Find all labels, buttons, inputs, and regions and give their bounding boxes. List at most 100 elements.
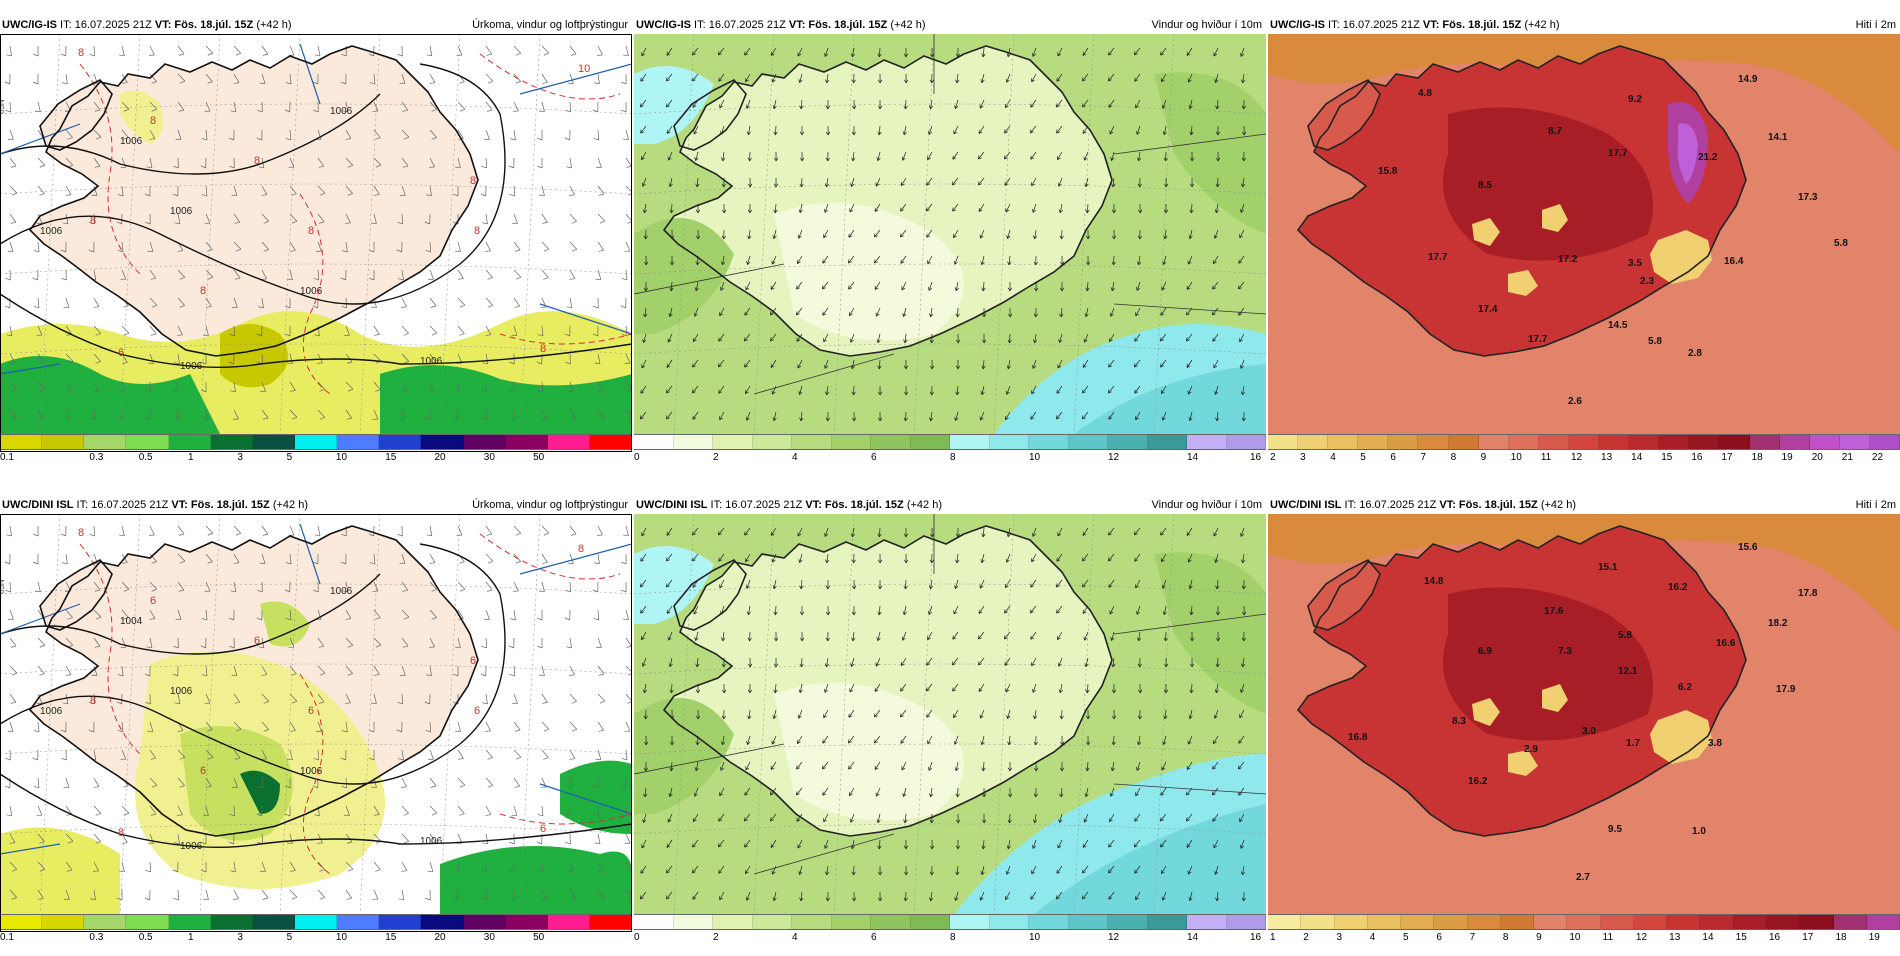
temp-label: 5.8 — [1648, 336, 1662, 347]
colorbar-tick: 10 — [1569, 932, 1580, 943]
colorbar-tick: 12 — [1571, 452, 1582, 463]
temp-label: 17.8 — [1798, 588, 1818, 599]
colorbar-swatch — [1700, 915, 1733, 929]
colorbar-tick: 2 — [1270, 452, 1276, 463]
colorbar-tick: 20 — [435, 452, 446, 463]
colorbar-swatch — [1148, 915, 1188, 929]
colorbar-swatch — [1328, 435, 1358, 449]
colorbar-swatch — [590, 915, 632, 929]
temp-label: 15.1 — [1598, 562, 1618, 573]
valid-time: VT: Fös. 18.júl. 15Z — [789, 19, 887, 31]
colorbar-tick: 10 — [1511, 452, 1522, 463]
temp-label: 14.5 — [1608, 320, 1628, 331]
panel-title: UWC/IG-IS IT: 16.07.2025 21Z VT: Fös. 18… — [1268, 16, 1900, 34]
colorbar-swatch — [911, 915, 951, 929]
temp-label: 8.5 — [1478, 180, 1492, 191]
colorbar-tick: 14 — [1631, 452, 1642, 463]
temp-label: 2.8 — [1688, 348, 1702, 359]
isotherm-label: 8 — [118, 827, 124, 839]
colorbar-swatch — [1719, 435, 1749, 449]
map-view[interactable] — [634, 514, 1266, 914]
map-view[interactable] — [634, 34, 1266, 434]
init-time: IT: 16.07.2025 21Z — [57, 19, 155, 31]
colorbar-tick: 0.3 — [89, 932, 103, 943]
colorbar-tick: 19 — [1782, 452, 1793, 463]
colorbar-tick: 0.5 — [139, 932, 153, 943]
isotherm-label: 8 — [308, 225, 314, 237]
temp-label: 14.8 — [1424, 576, 1444, 587]
colorbar-tick: 20 — [1812, 452, 1823, 463]
isobar-label: 1006 — [180, 361, 203, 372]
colorbar-swatch — [1108, 435, 1148, 449]
colorbar-tick: 0.1 — [0, 452, 14, 463]
colorbar-tick: 18 — [1835, 932, 1846, 943]
map-canvas — [634, 514, 1266, 914]
colorbar-swatch — [1767, 915, 1800, 929]
colorbar-tick: 22 — [1872, 452, 1883, 463]
field-name: Hiti í 2m — [1856, 16, 1896, 34]
field-name: Úrkoma, vindur og loftþrýstingur — [472, 496, 628, 514]
temp-label: 16.6 — [1716, 638, 1736, 649]
temp-label: 2.3 — [1640, 276, 1654, 287]
colorbar-swatch — [792, 915, 832, 929]
colorbar-swatch — [1187, 915, 1227, 929]
temp-label: 17.9 — [1776, 684, 1796, 695]
colorbar-swatch — [1418, 435, 1448, 449]
colorbar-tick: 12 — [1108, 452, 1119, 463]
colorbar-swatch — [832, 435, 872, 449]
colorbar-swatch — [950, 915, 990, 929]
colorbar-swatch — [1659, 435, 1689, 449]
isobar-label: 1006 — [420, 356, 443, 367]
isotherm-label: 6 — [118, 347, 124, 359]
init-time: IT: 16.07.2025 21Z — [1325, 19, 1423, 31]
colorbar-swatch — [1599, 435, 1629, 449]
temp-label: 14.1 — [1768, 132, 1788, 143]
colorbar-tick: 6 — [871, 932, 877, 943]
colorbar-swatch — [1468, 915, 1501, 929]
colorbar-tick: 9 — [1481, 452, 1487, 463]
colorbar-swatch — [84, 915, 126, 929]
colorbar-swatch — [1634, 915, 1667, 929]
colorbar-swatch — [634, 915, 674, 929]
colorbar-swatch — [1750, 435, 1780, 449]
colorbar-tick: 6 — [871, 452, 877, 463]
colorbar-tick: 0.3 — [89, 452, 103, 463]
colorbar-swatch — [832, 915, 872, 929]
colorbar-tick: 17 — [1721, 452, 1732, 463]
colorbar-tick: 14 — [1187, 932, 1198, 943]
colorbar-tick: 2 — [713, 932, 719, 943]
valid-time: VT: Fös. 18.júl. 15Z — [1423, 19, 1521, 31]
colorbar-swatch — [1534, 915, 1567, 929]
colorbar — [0, 914, 632, 930]
panel-wind-dini: UWC/DINI ISL IT: 16.07.2025 21Z VT: Fös.… — [634, 496, 1266, 956]
colorbar-tick: 20 — [435, 932, 446, 943]
colorbar-swatch — [84, 435, 126, 449]
colorbar-tick: 5 — [287, 932, 293, 943]
colorbar-swatch — [0, 915, 42, 929]
model-name: UWC/DINI ISL — [1270, 499, 1342, 511]
temp-label: 21.2 — [1698, 152, 1718, 163]
colorbar-tick: 8 — [950, 452, 956, 463]
colorbar-tick: 50 — [533, 452, 544, 463]
colorbar-swatch — [253, 435, 295, 449]
temp-label: 16.4 — [1724, 256, 1744, 267]
panel-temp-igis: UWC/IG-IS IT: 16.07.2025 21Z VT: Fös. 18… — [1268, 16, 1900, 476]
colorbar-swatch — [253, 915, 295, 929]
field-name: Úrkoma, vindur og loftþrýstingur — [472, 16, 628, 34]
lead-time: (+42 h) — [904, 499, 942, 511]
colorbar-tick: 3 — [1337, 932, 1343, 943]
isobar-label: 1006 — [180, 841, 203, 852]
isobar-label: 1006 — [40, 706, 63, 717]
colorbar-tick: 1 — [188, 452, 194, 463]
colorbar — [1268, 914, 1900, 930]
temp-label: 17.4 — [1478, 304, 1498, 315]
colorbar-swatch — [1069, 435, 1109, 449]
colorbar-swatch — [950, 435, 990, 449]
isobar-label: 1006 — [420, 836, 443, 847]
panel-precip-igis: UWC/IG-IS IT: 16.07.2025 21Z VT: Fös. 18… — [0, 16, 632, 476]
